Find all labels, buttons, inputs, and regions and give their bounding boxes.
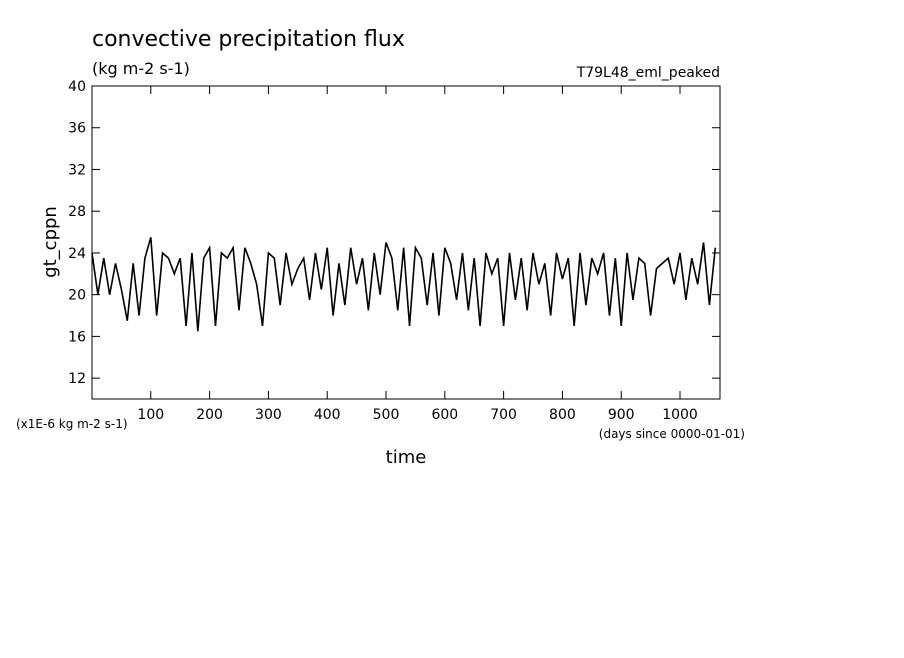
x-tick-label: 500 <box>373 407 400 423</box>
x-tick-label: 800 <box>549 407 576 423</box>
y-axis-label: gt_cppn <box>40 206 61 278</box>
y-tick-label: 12 <box>68 371 86 387</box>
x-tick-label: 100 <box>137 407 164 423</box>
x-tick-label: 300 <box>255 407 282 423</box>
x-tick-label: 600 <box>431 407 458 423</box>
y-unit-note: (x1E-6 kg m-2 s-1) <box>16 417 128 431</box>
y-tick-label: 40 <box>68 79 86 95</box>
x-tick-label: 200 <box>196 407 223 423</box>
y-tick-label: 28 <box>68 204 86 220</box>
y-tick-label: 32 <box>68 162 86 178</box>
y-tick-label: 20 <box>68 288 86 304</box>
x-tick-label: 900 <box>608 407 635 423</box>
chart-subtitle: (kg m-2 s-1) <box>92 59 190 78</box>
plot-frame <box>91 85 721 400</box>
x-axis-label: time <box>386 447 427 468</box>
y-tick-label: 16 <box>68 329 86 345</box>
y-tick-label: 36 <box>68 121 86 137</box>
x-tick-label: 1000 <box>662 407 698 423</box>
y-tick-label: 24 <box>68 246 86 262</box>
x-unit-note: (days since 0000-01-01) <box>599 427 745 441</box>
x-tick-label: 700 <box>490 407 517 423</box>
x-tick-label: 400 <box>314 407 341 423</box>
data-line <box>91 237 717 332</box>
chart-title: convective precipitation flux <box>92 27 405 52</box>
annotation: T79L48_eml_peaked <box>576 65 720 81</box>
